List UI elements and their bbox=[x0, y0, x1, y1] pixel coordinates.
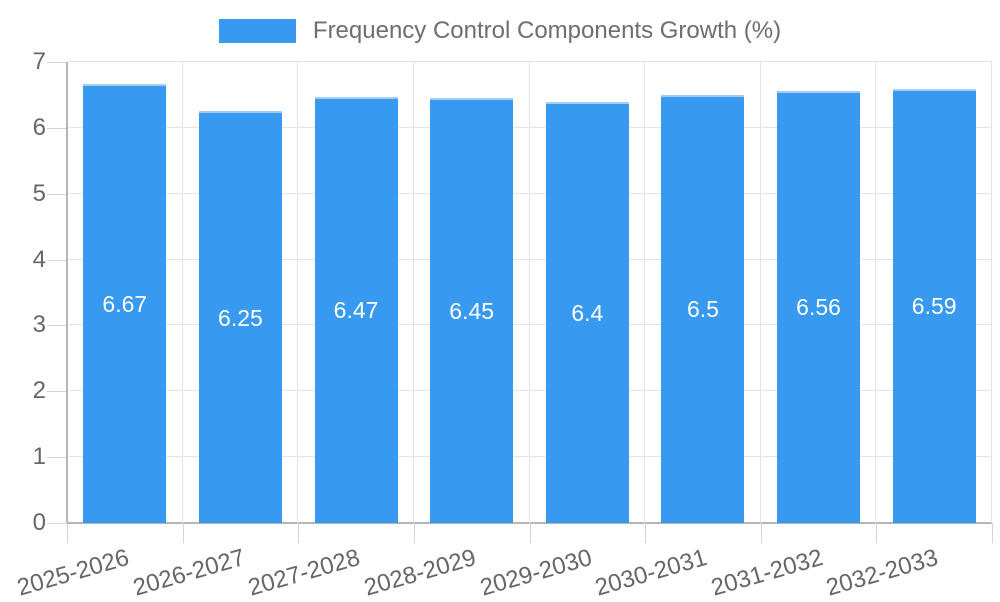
x-axis-label: 2026-2027 bbox=[129, 544, 248, 602]
x-axis-tick bbox=[67, 523, 68, 543]
v-gridline bbox=[644, 62, 646, 523]
y-axis-tick bbox=[47, 127, 67, 129]
x-axis-tick bbox=[645, 523, 647, 543]
y-axis-label: 4 bbox=[32, 245, 46, 273]
bar[interactable]: 6.47 bbox=[314, 96, 398, 523]
legend-label[interactable]: Frequency Control Components Growth (%) bbox=[312, 17, 782, 44]
x-axis-tick bbox=[760, 523, 762, 543]
y-axis-label: 7 bbox=[32, 48, 46, 75]
bar[interactable]: 6.56 bbox=[777, 90, 861, 523]
y-axis-tick bbox=[47, 193, 67, 195]
x-axis-label: 2028-2029 bbox=[361, 544, 479, 602]
v-gridline bbox=[759, 62, 761, 523]
x-axis-tick bbox=[298, 523, 300, 543]
y-axis-tick bbox=[47, 523, 67, 524]
v-gridline bbox=[181, 62, 183, 523]
bar[interactable]: 6.5 bbox=[661, 94, 745, 523]
h-gridline bbox=[67, 258, 992, 260]
bar-value-label: 6.45 bbox=[449, 298, 495, 325]
h-gridline bbox=[67, 61, 992, 62]
bar-value-label: 6.4 bbox=[571, 299, 604, 326]
v-gridline bbox=[412, 62, 414, 523]
y-axis-label: 3 bbox=[32, 311, 46, 339]
x-axis-label: 2029-2030 bbox=[476, 544, 595, 602]
v-gridline bbox=[528, 62, 530, 523]
x-axis-label: 2031-2032 bbox=[707, 544, 826, 602]
bar-value-label: 6.25 bbox=[218, 304, 263, 331]
bar[interactable]: 6.67 bbox=[83, 83, 167, 523]
y-axis-line bbox=[66, 62, 68, 523]
h-gridline bbox=[67, 456, 992, 458]
x-axis-label: 2030-2031 bbox=[592, 544, 711, 602]
y-axis-label: 1 bbox=[32, 443, 46, 471]
h-gridline bbox=[67, 126, 992, 128]
x-axis-label: 2025-2026 bbox=[14, 544, 132, 602]
x-axis-tick bbox=[992, 523, 993, 543]
bar[interactable]: 6.45 bbox=[430, 98, 514, 523]
y-axis-label: 6 bbox=[32, 113, 46, 141]
y-axis-label: 2 bbox=[32, 377, 46, 405]
y-axis-tick bbox=[47, 62, 67, 63]
y-axis-label: 0 bbox=[32, 509, 46, 536]
x-axis-tick bbox=[529, 523, 531, 543]
h-gridline bbox=[67, 192, 992, 194]
chart-legend: Frequency Control Components Growth (%) bbox=[0, 17, 1000, 45]
x-axis-label: 2032-2033 bbox=[823, 544, 942, 602]
bar[interactable]: 6.25 bbox=[198, 111, 282, 523]
x-axis-label: 2027-2028 bbox=[245, 544, 364, 602]
bar-value-label: 6.5 bbox=[686, 296, 719, 323]
y-axis-tick bbox=[47, 391, 67, 393]
x-axis-tick bbox=[876, 523, 878, 543]
legend-swatch[interactable] bbox=[218, 19, 296, 43]
v-gridline bbox=[991, 62, 992, 523]
y-axis-tick bbox=[47, 325, 67, 327]
bar-value-label: 6.67 bbox=[102, 290, 148, 317]
x-axis-tick bbox=[413, 523, 415, 543]
bar-value-label: 6.47 bbox=[333, 297, 379, 324]
y-axis-tick bbox=[47, 457, 67, 459]
y-axis-label: 5 bbox=[32, 179, 46, 207]
bar[interactable]: 6.59 bbox=[892, 89, 976, 523]
bar[interactable]: 6.4 bbox=[545, 101, 629, 523]
h-gridline bbox=[67, 390, 992, 392]
v-gridline bbox=[875, 62, 877, 523]
v-gridline bbox=[297, 62, 299, 523]
h-gridline bbox=[67, 324, 992, 326]
bar-value-label: 6.56 bbox=[796, 294, 841, 321]
y-axis-tick bbox=[47, 259, 67, 261]
bar-value-label: 6.59 bbox=[911, 293, 957, 320]
x-axis-tick bbox=[182, 523, 184, 543]
